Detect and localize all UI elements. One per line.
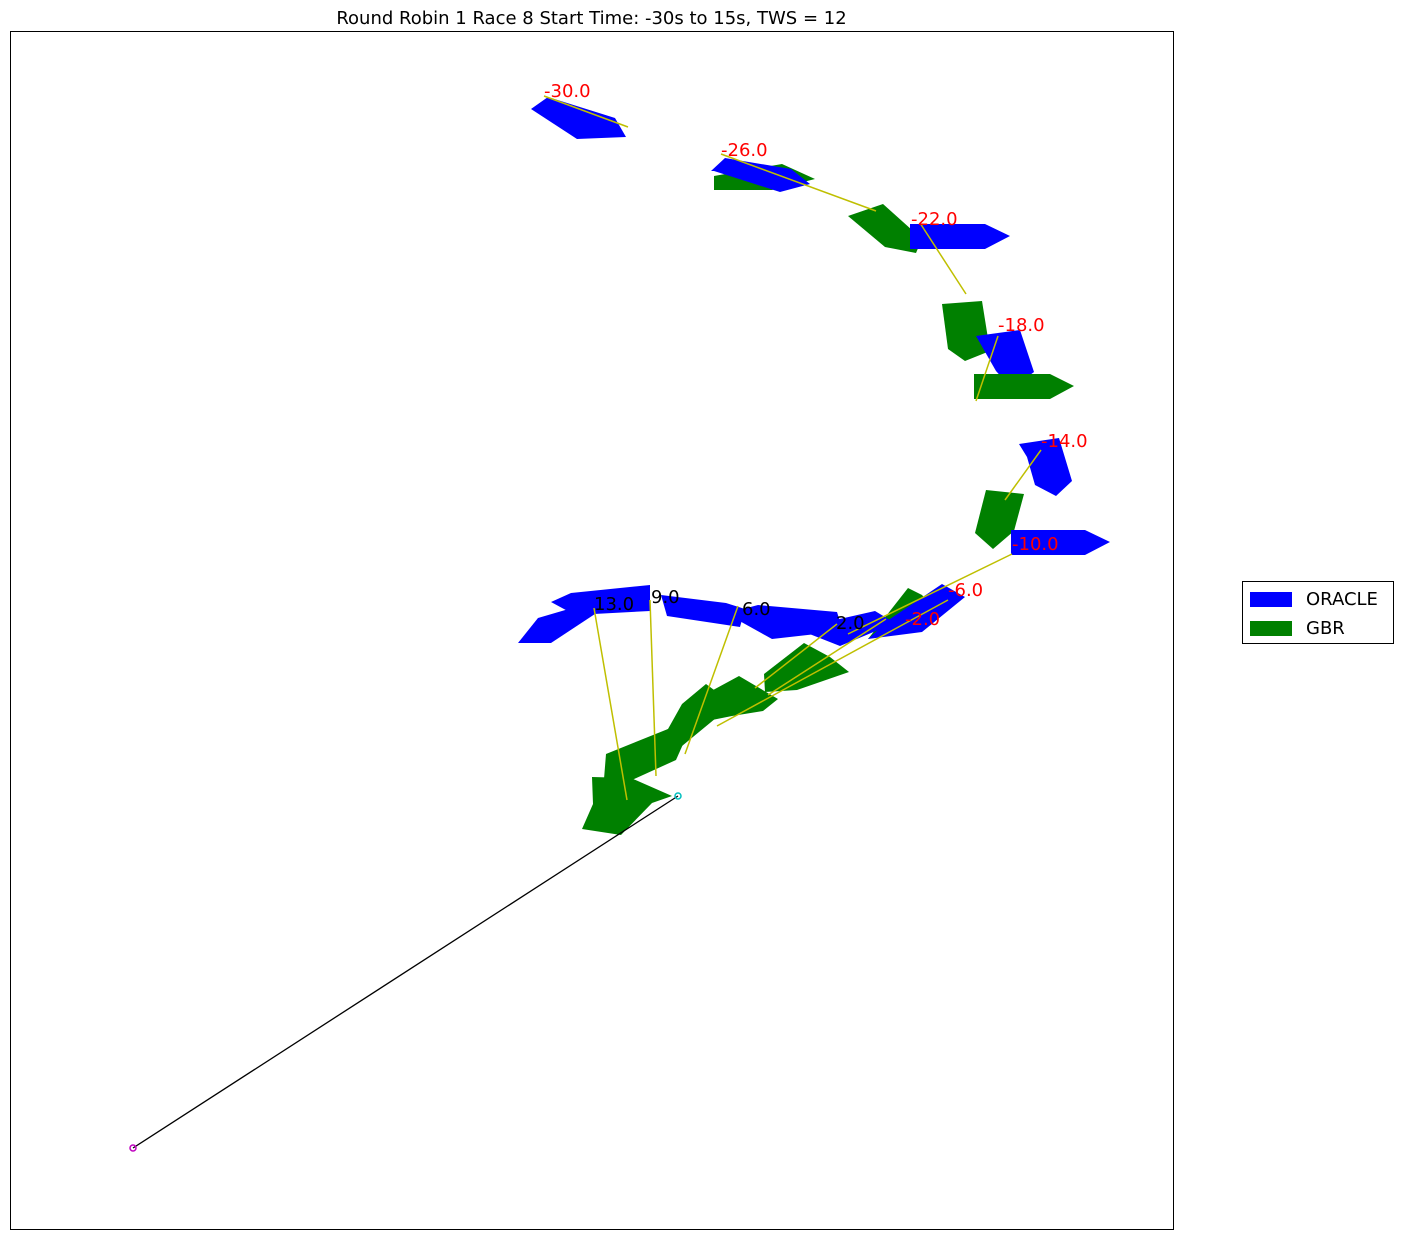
connector-line-3 xyxy=(975,335,999,402)
legend-label-gbr: GBR xyxy=(1306,617,1345,639)
boat-oracle-10 xyxy=(1011,530,1110,555)
time-label-0: -30.0 xyxy=(544,81,591,102)
boat-oracle-14 xyxy=(736,605,843,639)
legend-swatch-oracle xyxy=(1250,591,1292,607)
boat-gbr-20 xyxy=(632,684,733,753)
connector-line-2 xyxy=(919,222,967,295)
connector-line-10 xyxy=(649,599,657,777)
time-label-2: -22.0 xyxy=(911,209,958,230)
boat-oracle-2 xyxy=(711,158,810,192)
legend: ORACLE GBR xyxy=(1242,581,1394,644)
boat-gbr-7 xyxy=(974,374,1074,399)
connector-line-8 xyxy=(754,623,838,689)
time-label-8: 2.0 xyxy=(836,613,865,634)
chart-title: Round Robin 1 Race 8 Start Time: -30s to… xyxy=(336,8,847,29)
boat-oracle-12 xyxy=(868,584,965,639)
time-label-5: -10.0 xyxy=(1012,534,1059,555)
boat-oracle-13 xyxy=(807,611,895,646)
connector-line-6 xyxy=(716,599,949,727)
time-label-10: 9.0 xyxy=(651,587,680,608)
pin-mark xyxy=(129,1144,137,1152)
time-label-1: -26.0 xyxy=(721,140,768,161)
boat-oracle-15 xyxy=(661,595,745,627)
connector-line-0 xyxy=(543,95,629,128)
connector-line-4 xyxy=(1004,449,1042,501)
connector-layer xyxy=(543,95,1042,801)
time-label-layer: -30.0 -26.0 -22.0 -18.0 -14.0 -10.0 -6.0 -2.0 2.… xyxy=(544,81,1088,634)
legend-label-oracle: ORACLE xyxy=(1306,588,1378,610)
boat-gbr-18 xyxy=(764,643,849,692)
time-label-7: -2.0 xyxy=(905,609,940,630)
connector-line-7 xyxy=(767,618,887,696)
legend-swatch-gbr xyxy=(1250,620,1292,636)
boat-gbr-5 xyxy=(942,301,990,361)
boat-layer xyxy=(518,97,1110,835)
time-label-9: 6.0 xyxy=(742,599,771,620)
boat-oracle-0 xyxy=(531,97,626,139)
boat-gbr-22 xyxy=(582,777,672,835)
boat-oracle-8 xyxy=(1019,438,1072,496)
boat-oracle-6 xyxy=(976,330,1034,381)
start-line xyxy=(132,795,679,1149)
boat-oracle-4 xyxy=(910,224,1010,249)
connector-line-11 xyxy=(593,607,628,801)
connector-line-9 xyxy=(684,605,739,755)
time-label-6: -6.0 xyxy=(948,580,983,601)
connector-line-1 xyxy=(720,153,877,212)
time-label-4: -14.0 xyxy=(1041,431,1088,452)
boat-gbr-21 xyxy=(604,724,692,780)
legend-entry-gbr: GBR xyxy=(1250,617,1345,639)
boat-gbr-9 xyxy=(975,490,1024,549)
time-label-3: -18.0 xyxy=(998,315,1045,336)
start-line-layer xyxy=(129,792,682,1152)
committee-mark xyxy=(674,792,682,800)
boat-gbr-3 xyxy=(848,204,922,253)
time-label-11: 13.0 xyxy=(594,594,634,615)
legend-entry-oracle: ORACLE xyxy=(1250,588,1378,610)
boat-oracle-17 xyxy=(518,601,598,643)
connector-line-5 xyxy=(847,553,1013,635)
plot-frame xyxy=(10,31,1174,1230)
